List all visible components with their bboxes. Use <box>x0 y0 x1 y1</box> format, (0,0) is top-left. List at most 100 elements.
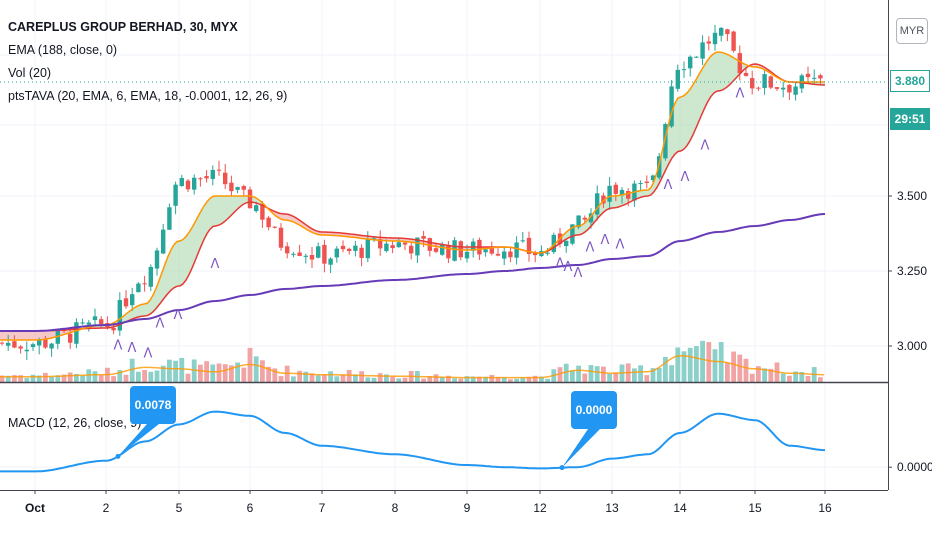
cloud-segment <box>228 196 231 219</box>
candle-body <box>123 298 129 307</box>
time-tick-label: 12 <box>533 501 547 515</box>
candle-body <box>508 251 513 258</box>
macd-pane <box>0 410 826 473</box>
candle-body <box>750 78 755 89</box>
candle-body <box>179 178 184 187</box>
tava-legend[interactable]: ptsTAVA (20, EMA, 6, EMA, 18, -0.0001, 1… <box>8 89 288 103</box>
cloud-segment <box>579 224 582 235</box>
cloud-segment <box>36 330 39 340</box>
cloud-segment <box>168 249 171 294</box>
candle-body <box>601 195 606 204</box>
volume-bar <box>421 378 426 382</box>
candle-body <box>49 343 54 349</box>
volume-bar <box>787 375 792 382</box>
candle-body <box>551 234 556 252</box>
volume-bar <box>55 375 61 382</box>
cloud-segment <box>186 232 189 281</box>
signal-marker: Λ <box>616 237 625 252</box>
candle-body <box>514 242 519 258</box>
candle-body <box>644 181 649 183</box>
cloud-segment <box>612 195 615 208</box>
candle-body <box>18 346 23 349</box>
volume-bar <box>222 364 228 382</box>
signal-marker: Λ <box>586 240 595 255</box>
candle-body <box>285 246 290 254</box>
volume-bar <box>365 377 371 382</box>
volume-bar <box>687 347 693 382</box>
candle-body <box>390 245 395 249</box>
volume-bar <box>216 363 222 382</box>
candle-body <box>613 184 618 194</box>
volume-bar <box>148 371 154 382</box>
candle-body <box>309 254 315 260</box>
cloud-segment <box>717 52 720 92</box>
volume-bar <box>681 351 687 382</box>
signal-marker: Λ <box>601 233 610 248</box>
volume-bar <box>700 340 705 382</box>
volume-bar <box>136 371 141 382</box>
candle-body <box>6 342 11 346</box>
candle-body <box>464 251 470 259</box>
currency-button[interactable]: MYR <box>896 18 928 44</box>
time-tick-label: 5 <box>176 501 183 515</box>
signal-marker: Λ <box>156 317 165 332</box>
volume-bar <box>74 373 79 382</box>
candle-body <box>247 189 253 209</box>
candle-body <box>737 53 742 74</box>
cloud-segment <box>231 196 234 216</box>
candle-body <box>198 178 203 180</box>
volume-bar <box>477 376 482 382</box>
signal-marker: Λ <box>211 257 220 272</box>
signal-marker: Λ <box>564 260 573 275</box>
candle-body <box>570 224 575 244</box>
signal-marker: Λ <box>681 170 690 185</box>
cloud-segment <box>618 195 621 208</box>
cloud-segment <box>42 330 45 340</box>
volume-bar <box>142 370 147 382</box>
candle-body <box>396 242 401 248</box>
candle-body <box>12 341 17 348</box>
volume-bar <box>545 378 550 382</box>
cloud-segment <box>729 55 732 86</box>
candle-body <box>340 245 346 250</box>
volume-bar <box>582 373 588 382</box>
cloud-segment <box>174 241 177 288</box>
cloud-segment <box>129 309 132 321</box>
candle-body <box>148 266 153 287</box>
ema-legend[interactable]: EMA (188, close, 0) <box>8 43 118 57</box>
candle-body <box>768 76 773 88</box>
volume-bar <box>725 362 730 382</box>
volume-bar <box>650 368 656 382</box>
macd-tick-label: 0.0000 <box>897 460 932 474</box>
cloud-segment <box>30 331 33 340</box>
volume-bar <box>191 359 197 382</box>
cloud-segment <box>708 56 711 102</box>
volume-bar <box>111 376 116 382</box>
candle-body <box>520 240 525 242</box>
candle-body <box>142 283 147 285</box>
cloud-segment <box>288 214 291 222</box>
candle-body <box>774 87 780 89</box>
cloud-segment <box>192 222 195 269</box>
volume-bar <box>768 368 774 382</box>
cloud-segment <box>726 53 729 88</box>
candle-body <box>192 177 197 190</box>
volume-bar <box>749 373 755 382</box>
macd-legend[interactable]: MACD (12, 26, close, 9) <box>8 416 142 430</box>
cloud-segment <box>687 89 690 146</box>
volume-legend[interactable]: Vol (20) <box>8 66 52 80</box>
cloud-segment <box>39 330 42 340</box>
candle-body <box>650 175 656 181</box>
volume-bar <box>297 370 302 382</box>
volume-bar <box>154 370 160 382</box>
volume-bar <box>36 375 42 382</box>
candle-body <box>756 87 761 89</box>
volume-bar <box>80 375 85 382</box>
cloud-segment <box>237 196 240 210</box>
volume-bar <box>390 376 395 382</box>
candle-body <box>452 240 457 261</box>
candle-body <box>781 87 786 90</box>
cloud-segment <box>177 240 180 287</box>
